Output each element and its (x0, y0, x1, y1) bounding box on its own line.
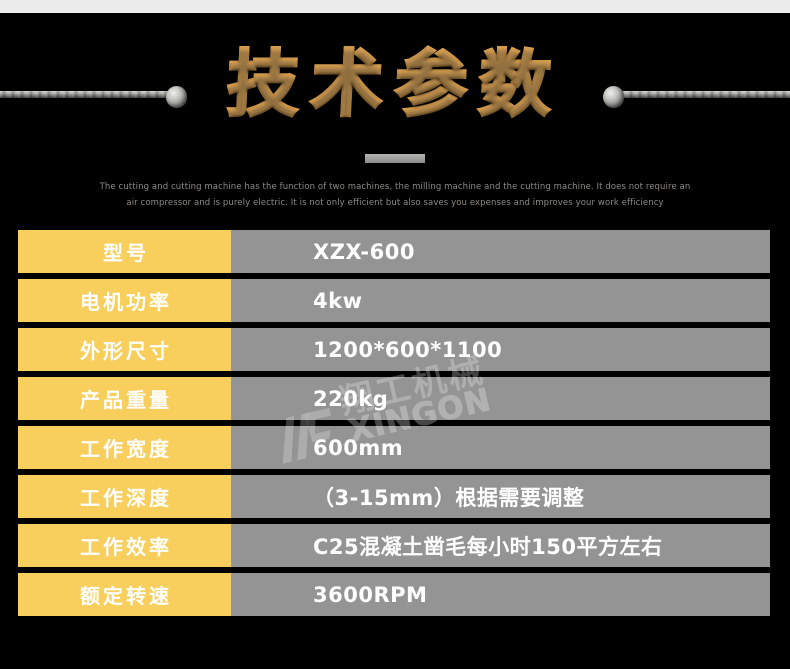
metal-rod-left-icon (0, 91, 174, 98)
spec-table: 型号 XZX-600 电机功率 4kw 外形尺寸 1200*600*1100 产品重量 220… (18, 230, 770, 622)
spec-label: 电机功率 (18, 279, 231, 322)
spec-value: 3600RPM (231, 573, 770, 616)
spec-value: 600mm (231, 426, 770, 469)
spec-value: XZX-600 (231, 230, 770, 273)
page-title: 技术参数 (224, 39, 567, 129)
spec-value: C25混凝土凿毛每小时150平方左右 (231, 524, 770, 567)
spec-label: 额定转速 (18, 573, 231, 616)
spec-value: 220kg (231, 377, 770, 420)
table-row: 工作效率 C25混凝土凿毛每小时150平方左右 (18, 524, 770, 567)
top-strip (0, 0, 790, 13)
metal-knob-right-icon (603, 86, 624, 108)
table-row: 型号 XZX-600 (18, 230, 770, 273)
metal-knob-left-icon (166, 86, 187, 108)
spec-value: 1200*600*1100 (231, 328, 770, 371)
table-row: 额定转速 3600RPM (18, 573, 770, 616)
metal-rod-right-icon (616, 91, 790, 98)
title-underbar-icon (365, 154, 425, 163)
hero-section: 技术参数 The cutting and cutting machine has… (0, 13, 790, 225)
spec-label: 外形尺寸 (18, 328, 231, 371)
spec-label: 工作深度 (18, 475, 231, 518)
page-title-wrap: 技术参数 (0, 39, 790, 129)
spec-value: 4kw (231, 279, 770, 322)
spec-label: 工作宽度 (18, 426, 231, 469)
table-row: 产品重量 220kg (18, 377, 770, 420)
table-row: 工作深度 （3-15mm）根据需要调整 (18, 475, 770, 518)
spec-label: 型号 (18, 230, 231, 273)
spec-label: 工作效率 (18, 524, 231, 567)
hero-description: The cutting and cutting machine has the … (99, 182, 691, 208)
spec-label: 产品重量 (18, 377, 231, 420)
table-row: 电机功率 4kw (18, 279, 770, 322)
spec-value: （3-15mm）根据需要调整 (231, 475, 770, 518)
table-row: 外形尺寸 1200*600*1100 (18, 328, 770, 371)
table-row: 工作宽度 600mm (18, 426, 770, 469)
